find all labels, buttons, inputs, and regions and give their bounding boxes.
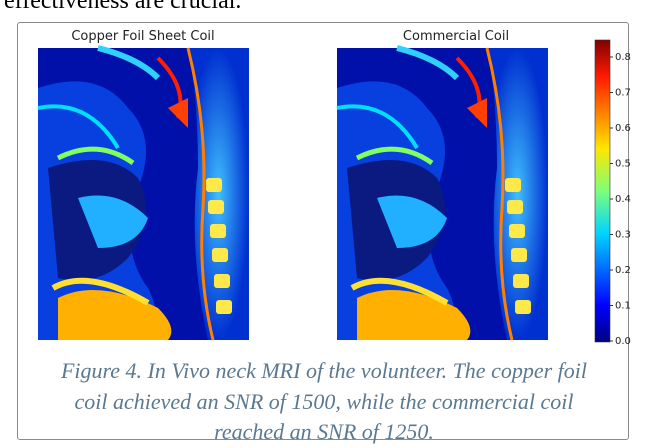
tick-label: 0.6 [615,123,631,134]
tick-label: 0.5 [615,159,631,170]
tick-label: 0.4 [615,194,631,205]
caption: Figure 4. In Vivo neck MRI of the volunt… [20,356,628,448]
mri-image [38,48,249,340]
tick-label: 0.8 [615,52,631,63]
mri-image [337,48,548,340]
tick-label: 0.7 [615,88,631,99]
panel-title: Copper Foil Sheet Coil [71,29,214,44]
colorbar-ticks: 0.0 0.1 0.2 0.3 0.4 0.5 0.6 0.7 0.8 [610,52,631,347]
tick-label: 0.0 [615,336,631,347]
panel-title: Commercial Coil [403,29,509,44]
tick-label: 0.2 [615,265,631,276]
caption-line: coil achieved an SNR of 1500, while the … [74,388,574,414]
body-text: effectiveness are crucial. [4,0,242,14]
tick-label: 0.3 [615,230,631,241]
figure-frame [17,22,629,440]
caption-line: Figure 4. In Vivo neck MRI of the volunt… [60,358,587,383]
colorbar [594,39,611,343]
caption-line: reached an SNR of 1250. [214,419,434,444]
tick-label: 0.1 [615,301,631,312]
